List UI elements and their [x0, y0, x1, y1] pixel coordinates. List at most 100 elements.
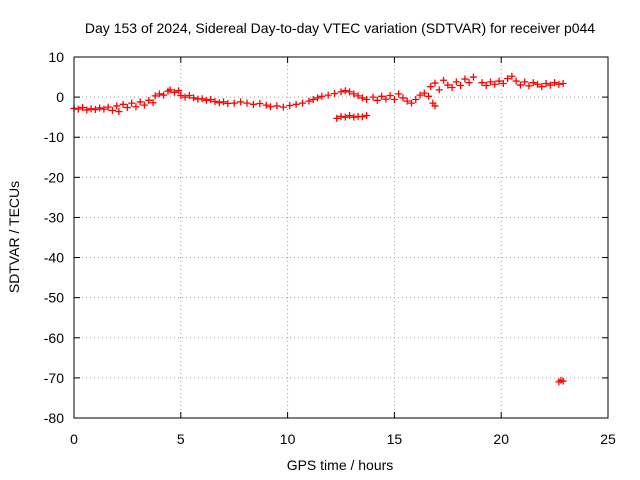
data-point — [123, 104, 131, 112]
data-point — [350, 113, 358, 121]
data-point — [91, 106, 99, 114]
data-point — [108, 106, 116, 114]
data-point — [508, 72, 516, 80]
data-point — [119, 100, 127, 108]
data-point — [83, 106, 91, 114]
tick-labels: 0 5 10 15 20 25 10 0 -10 -20 -30 -40 -50 -60 -70 -80 — [44, 49, 616, 447]
data-point — [115, 108, 123, 116]
data-point — [337, 112, 345, 120]
data-point — [425, 92, 433, 100]
data-point — [324, 91, 332, 99]
data-point — [207, 96, 215, 104]
data-point — [399, 94, 407, 102]
data-point — [525, 82, 533, 90]
data-point — [175, 87, 183, 95]
data-point — [499, 79, 507, 87]
data-point — [448, 83, 456, 91]
data-point — [440, 76, 448, 84]
data-point — [140, 101, 148, 109]
data-point — [559, 377, 567, 385]
data-point — [333, 114, 341, 122]
data-point — [452, 78, 460, 86]
x-tick-label: 5 — [177, 431, 185, 447]
data-point — [202, 96, 210, 104]
data-point — [331, 90, 339, 98]
data-point — [273, 102, 281, 110]
data-point — [444, 81, 452, 89]
data-point — [346, 112, 354, 120]
data-point — [314, 94, 322, 102]
data-point — [305, 97, 313, 105]
data-point — [358, 113, 366, 121]
y-tick-label: 0 — [56, 89, 64, 105]
data-point — [149, 99, 157, 107]
data-point — [96, 104, 104, 112]
data-point — [286, 102, 294, 110]
data-point — [220, 98, 228, 106]
data-point — [491, 80, 499, 88]
data-point — [346, 88, 354, 96]
data-point — [190, 94, 198, 102]
data-point — [378, 92, 386, 100]
data-point — [427, 83, 435, 91]
data-point — [74, 105, 82, 113]
y-axis-label: SDTVAR / TECUs — [6, 181, 22, 293]
data-point — [534, 80, 542, 88]
data-point — [551, 79, 559, 87]
data-point — [358, 94, 366, 102]
data-point — [469, 73, 477, 81]
data-point — [262, 101, 270, 109]
data-point — [465, 79, 473, 87]
grid-lines — [74, 57, 608, 418]
data-point — [267, 103, 275, 111]
data-point — [431, 79, 439, 87]
data-point — [128, 99, 136, 107]
data-point — [386, 92, 394, 100]
data-point — [555, 80, 563, 88]
y-tick-label: -30 — [44, 209, 64, 225]
y-tick-label: -10 — [44, 129, 64, 145]
data-point — [166, 86, 174, 94]
x-tick-label: 25 — [600, 431, 616, 447]
chart-title: Day 153 of 2024, Sidereal Day-to-day VTE… — [85, 20, 595, 36]
data-point — [487, 78, 495, 86]
data-point — [373, 96, 381, 104]
data-point — [136, 98, 144, 106]
data-point — [478, 79, 486, 87]
x-axis-label: GPS time / hours — [287, 457, 394, 473]
data-point — [87, 105, 95, 113]
data-point — [215, 99, 223, 107]
data-point — [369, 93, 377, 101]
data-point — [354, 92, 362, 100]
data-point — [79, 104, 87, 112]
data-point — [457, 81, 465, 89]
data-point — [249, 100, 257, 108]
data-point — [431, 102, 439, 110]
data-point — [407, 99, 415, 107]
data-point — [292, 100, 300, 108]
data-point — [337, 88, 345, 96]
data-point — [516, 81, 524, 89]
data-point — [318, 92, 326, 100]
data-point — [230, 99, 238, 107]
data-point — [256, 100, 264, 108]
x-tick-label: 10 — [280, 431, 296, 447]
data-point — [341, 113, 349, 121]
y-tick-label: -70 — [44, 370, 64, 386]
axis-ticks — [73, 56, 609, 419]
y-tick-label: -60 — [44, 330, 64, 346]
data-point — [243, 99, 251, 107]
data-point — [279, 103, 287, 111]
y-tick-label: -40 — [44, 250, 64, 266]
data-point — [538, 83, 546, 91]
y-tick-label: 10 — [48, 49, 64, 65]
data-points — [70, 72, 567, 386]
y-tick-label: -80 — [44, 410, 64, 426]
data-point — [521, 78, 529, 86]
data-point — [160, 91, 168, 99]
x-tick-label: 0 — [70, 431, 78, 447]
data-point — [198, 95, 206, 103]
data-point — [529, 79, 537, 87]
data-point — [177, 92, 185, 100]
